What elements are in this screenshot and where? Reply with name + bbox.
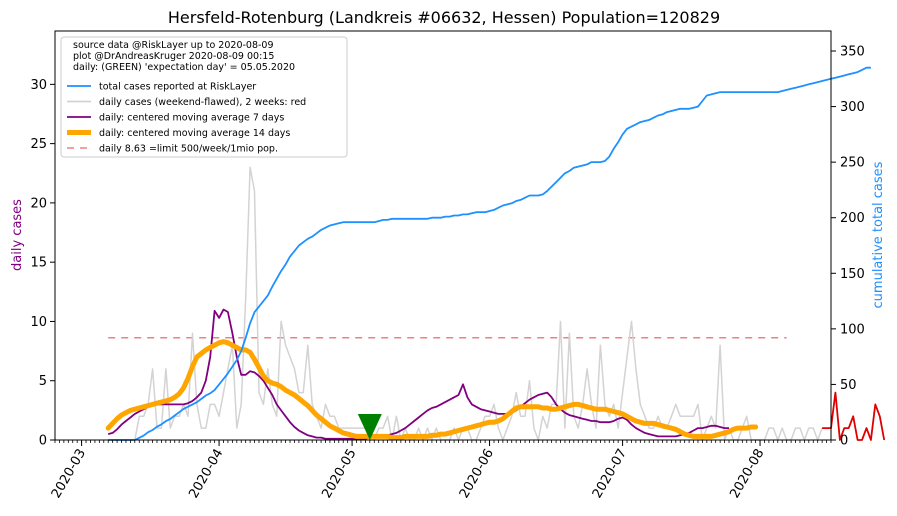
legend: source data @RiskLayer up to 2020-08-09p… (60, 36, 348, 158)
y-right-tick-label: 150 (840, 267, 865, 282)
y-axis-left-label: daily cases (10, 199, 25, 271)
legend-header-line: source data @RiskLayer up to 2020-08-09 (73, 40, 274, 51)
legend-box (60, 36, 348, 158)
y-axis-right-label: cumulative total cases (871, 161, 886, 308)
legend-label: daily: centered moving average 14 days (99, 128, 290, 139)
y-left-tick-label: 5 (39, 374, 47, 389)
chart-title: Hersfeld-Rotenburg (Landkreis #06632, He… (168, 8, 720, 27)
plot-area (105, 66, 886, 441)
expectation-day-marker (357, 414, 382, 440)
y-right-tick-label: 350 (840, 45, 865, 60)
legend-header-line: daily: (GREEN) 'expectation day' = 05.05… (73, 62, 295, 73)
y-left-tick-label: 25 (30, 137, 47, 152)
moving-average-7-line (107, 308, 729, 440)
y-right-tick-label: 200 (840, 211, 865, 226)
y-right-tick-label: 100 (840, 322, 865, 337)
y-left-tick-label: 20 (30, 196, 47, 211)
legend-label: daily: centered moving average 7 days (99, 113, 284, 124)
y-right-tick-label: 50 (840, 378, 857, 393)
legend-header-line: plot @DrAndreasKruger 2020-08-09 00:15 (73, 51, 274, 62)
y-right-tick-label: 250 (840, 156, 865, 171)
total-cases-line (108, 66, 871, 441)
legend-label: daily 8.63 =limit 500/week/1mio pop. (99, 144, 278, 155)
legend-label: total cases reported at RiskLayer (99, 82, 256, 93)
y-left-tick-label: 0 (39, 434, 47, 449)
y-right-tick-label: 0 (840, 434, 848, 449)
daily-cases-recent-line (822, 391, 886, 441)
y-left-tick-label: 15 (30, 256, 47, 271)
moving-average-14-line (105, 339, 759, 441)
y-right-tick-label: 300 (840, 100, 865, 115)
y-left-tick-label: 30 (30, 78, 47, 93)
plot-frame (54, 30, 832, 441)
legend-label: daily cases (weekend-flawed), 2 weeks: r… (99, 97, 306, 108)
y-left-tick-label: 10 (30, 315, 47, 330)
